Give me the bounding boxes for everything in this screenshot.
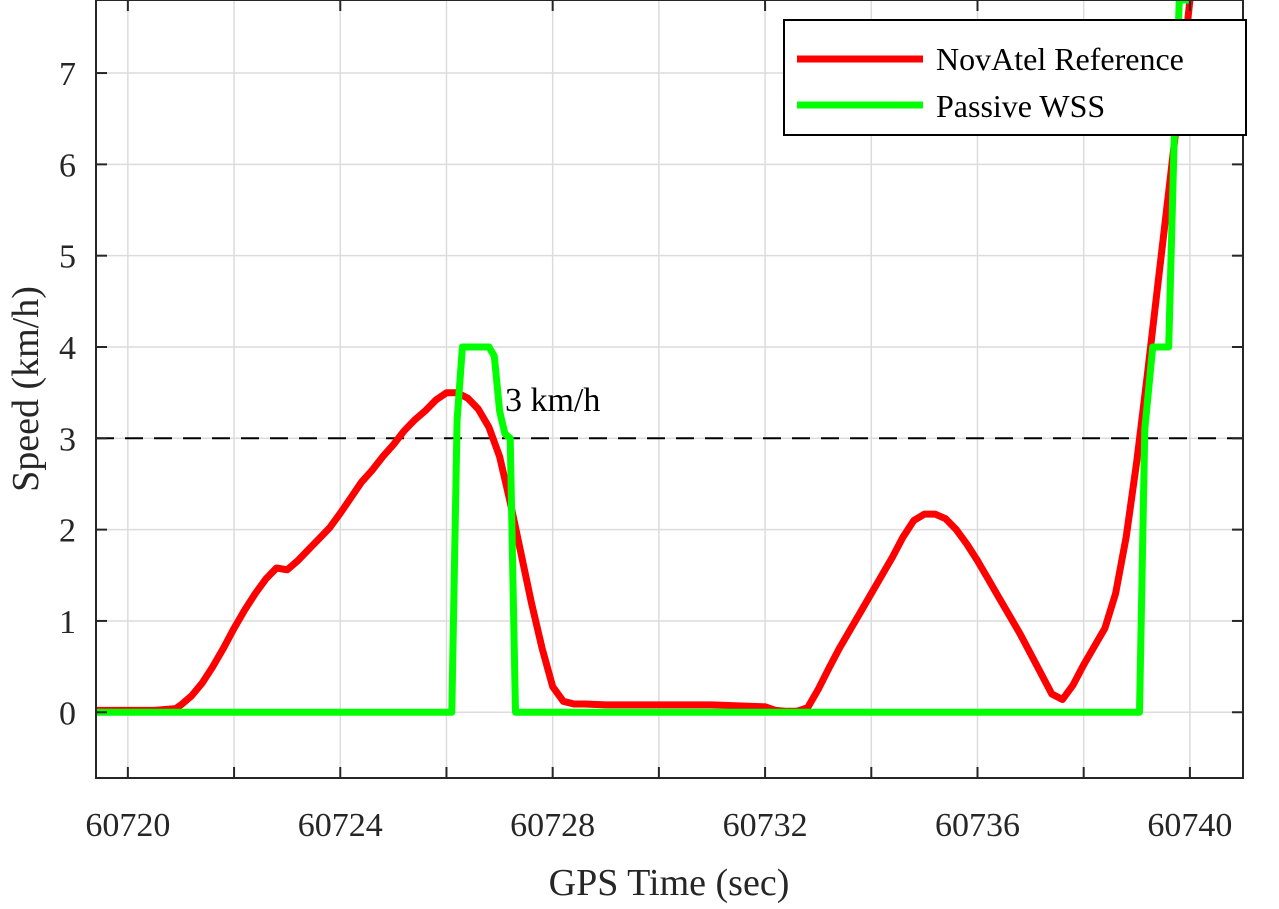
annotation-3kmh: 3 km/h	[505, 382, 600, 419]
y-tick-label: 5	[59, 239, 76, 276]
legend-box	[783, 19, 1247, 136]
x-tick-label: 60736	[935, 807, 1020, 844]
y-tick-label: 6	[59, 147, 76, 184]
x-axis-title: GPS Time (sec)	[549, 862, 790, 904]
x-tick-label: 60720	[85, 807, 170, 844]
y-tick-label: 0	[59, 695, 76, 732]
series-lines	[96, 0, 1194, 716]
y-tick-label: 7	[59, 56, 76, 93]
y-tick-label: 1	[59, 604, 76, 641]
tick-labels: 60720 60724 60728 60732 60736 60740 0 1 2 3 4 5 6 7	[59, 56, 1232, 844]
series-line-passive-wss	[96, 0, 1190, 716]
x-tick-label: 60740	[1147, 807, 1232, 844]
y-tick-label: 2	[59, 513, 76, 550]
y-tick-label: 4	[59, 330, 76, 367]
y-axis-title: Speed (km/h)	[5, 286, 47, 492]
legend-label-novatel: NovAtel Reference	[936, 41, 1184, 77]
x-tick-label: 60724	[298, 807, 383, 844]
y-tick-label: 3	[59, 421, 76, 458]
x-tick-label: 60728	[510, 807, 595, 844]
axis-ticks	[96, 0, 1243, 778]
plot-frame	[95, 0, 1244, 779]
legend-label-passive-wss: Passive WSS	[936, 88, 1105, 124]
x-tick-label: 60732	[723, 807, 808, 844]
series-line-novatel-reference	[96, 0, 1194, 715]
legend: NovAtel Reference Passive WSS	[783, 19, 1247, 136]
